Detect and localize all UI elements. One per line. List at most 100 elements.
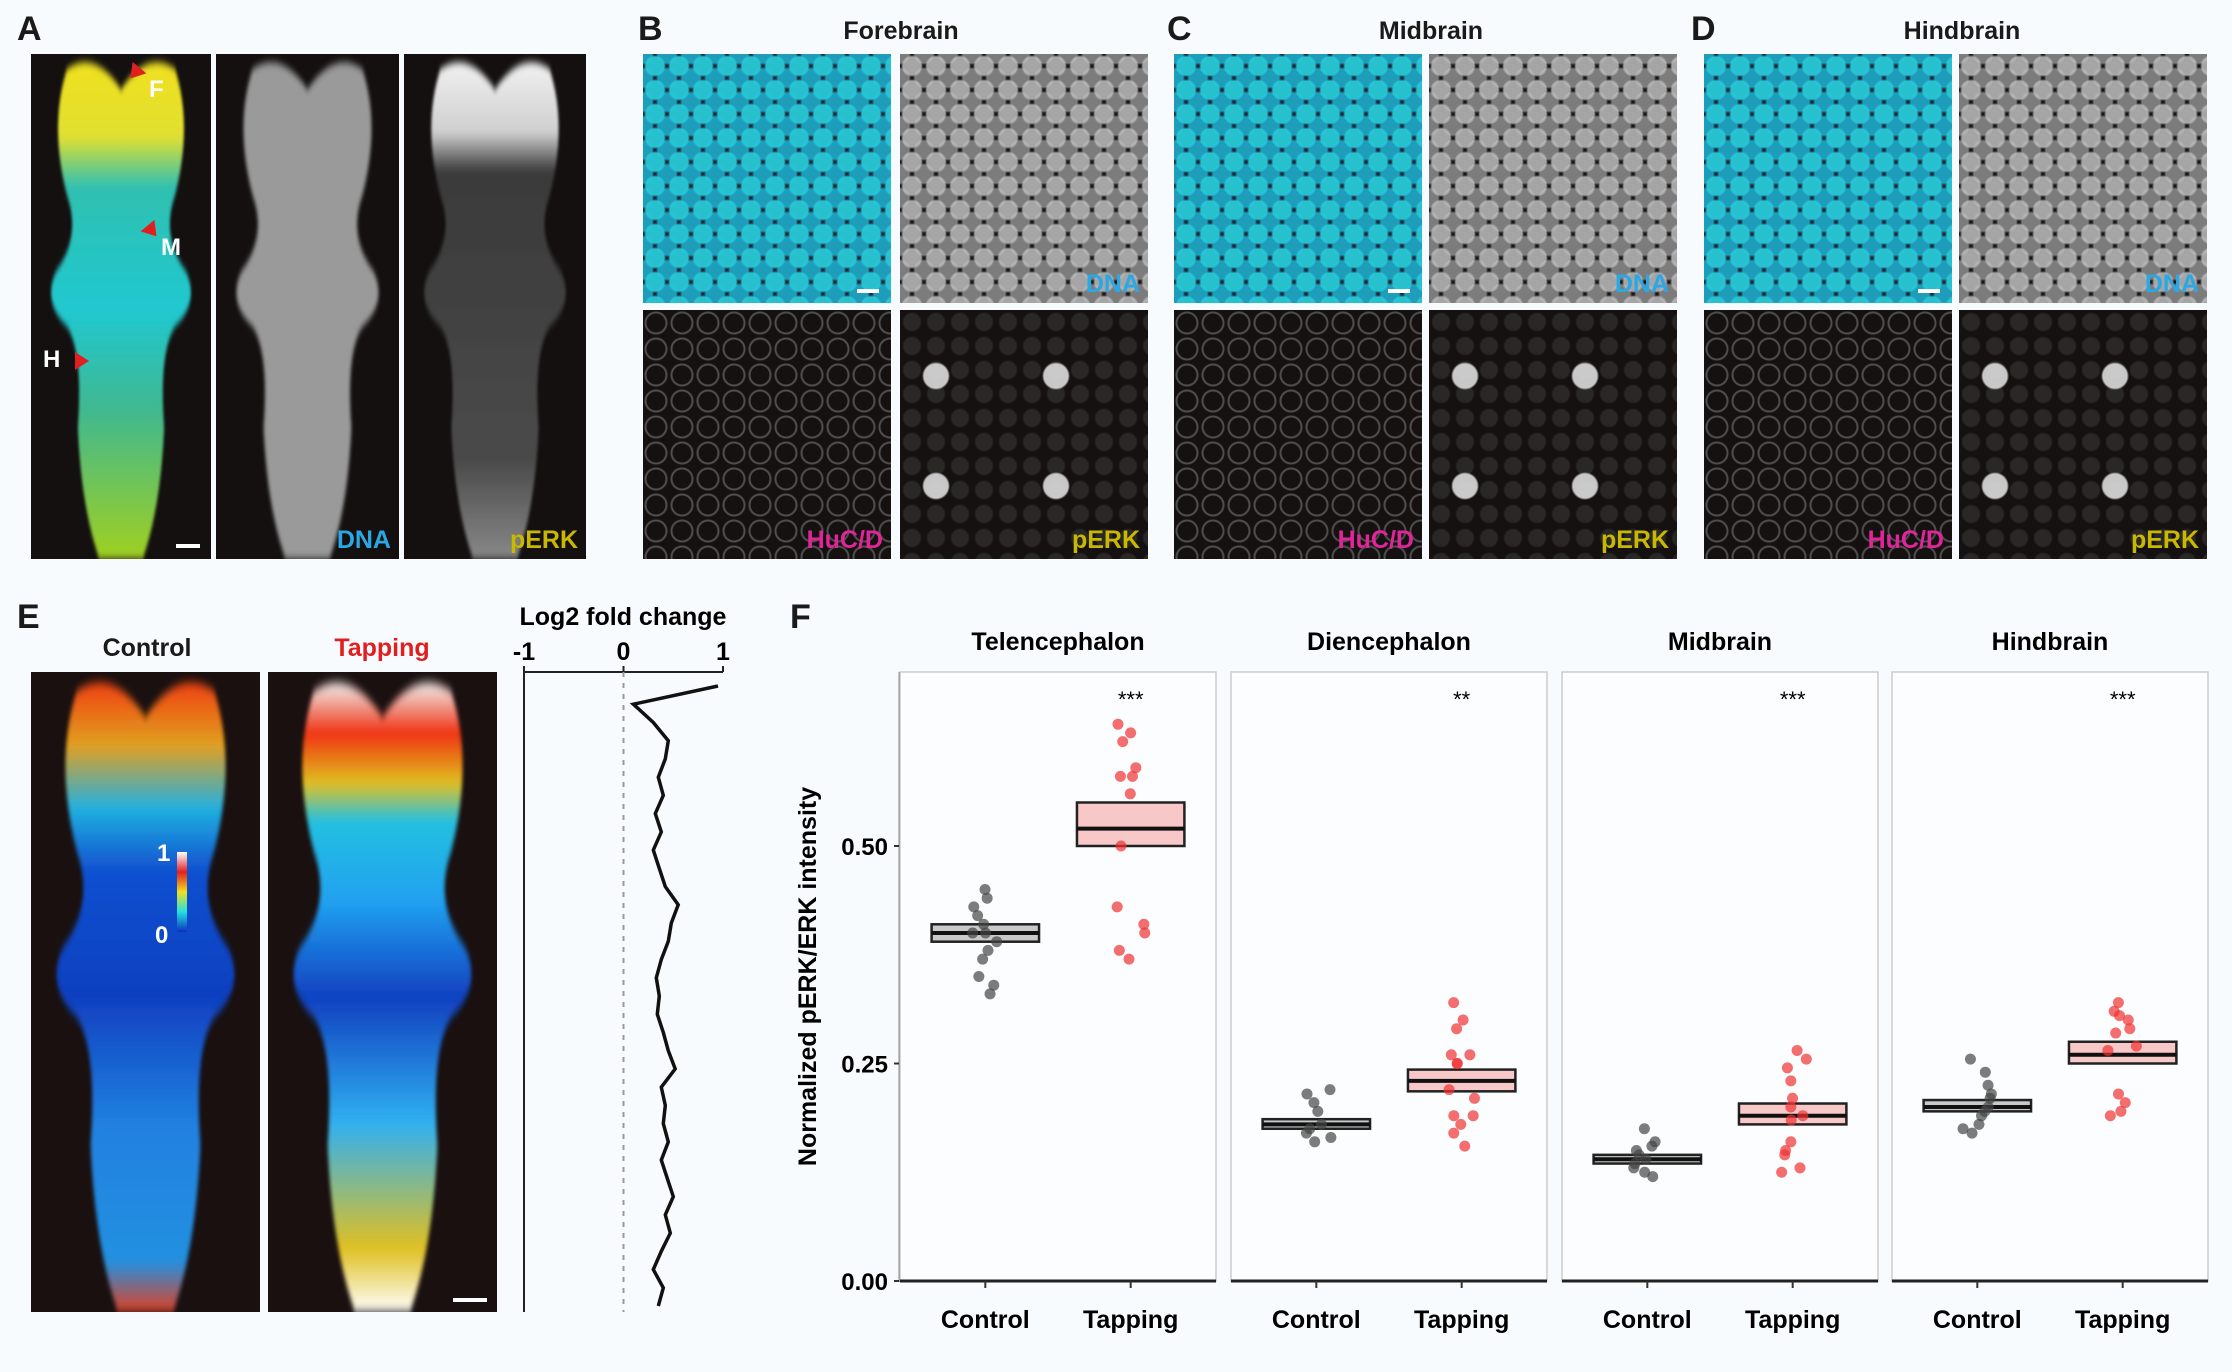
x-tick-label: Tapping [2075,1306,2170,1334]
scale-bar [453,1298,487,1302]
fish-brain-dna [236,62,379,559]
channel-label: HuC/D [1867,526,1944,554]
data-point [1979,1066,1991,1078]
facet-telencephalon: Telencephalon Control Tapping *** [899,628,1217,1334]
facet-panel [1230,671,1548,1282]
panel-label-c: C [1167,10,1192,48]
channel-label-dna: DNA [336,526,391,554]
scale-bar [176,544,200,548]
data-point [1468,1092,1480,1104]
x-tick-label: Control [1933,1306,2022,1334]
data-point [1785,1075,1797,1087]
fish-brain-perk [424,62,566,559]
data-point [980,927,992,939]
data-point [1451,1058,1463,1069]
data-point [1785,1114,1797,1126]
facet-title: Telencephalon [971,628,1144,656]
colorbar-max: 1 [157,840,171,867]
fold-change-line [629,684,719,1307]
facet-midbrain: Midbrain Control Tapping *** [1561,628,1879,1334]
data-point [1448,1127,1460,1139]
panel-label-b: B [638,10,663,48]
x-tick-label: Control [1272,1306,1361,1334]
data-point [1776,1166,1788,1178]
panel-label-d: D [1691,10,1716,48]
fish-brain-merged [50,62,192,559]
perk-image: pERK [1429,310,1677,559]
marker-midbrain: M [161,234,181,261]
data-point [2102,1044,2114,1056]
data-point [1787,1092,1799,1104]
data-point [1138,918,1150,930]
data-point [2115,1105,2127,1117]
x-tick-label: Control [1603,1306,1692,1334]
data-point [1114,770,1126,782]
data-point [1448,997,1460,1009]
data-point [968,901,980,913]
data-point [972,910,984,922]
channel-label: HuC/D [806,526,883,554]
data-point [967,927,979,939]
facet-panel [1561,671,1879,1282]
data-point [1112,718,1124,730]
facet-diencephalon: Diencephalon Control Tapping ** [1230,628,1548,1334]
data-point [988,979,1000,991]
data-point [1647,1171,1659,1183]
dna-image: DNA [900,54,1148,303]
significance-stars: *** [1780,687,1806,712]
data-point [1464,1049,1476,1061]
data-point [1309,1136,1321,1148]
y-axis-label: Normalized pERK/ERK intensity [794,787,822,1166]
marker-hindbrain: H [43,346,61,373]
data-point [1459,1140,1471,1152]
data-point [2112,997,2124,1009]
profile-tick-label: 1 [716,638,730,666]
data-point [1117,736,1129,748]
facet-panel [1891,671,2209,1282]
data-point [1315,1118,1327,1130]
data-point [1646,1140,1658,1152]
data-point [2119,1097,2131,1109]
summary-box [2067,1040,2178,1065]
facet-title: Diencephalon [1307,628,1471,656]
profile-title: Log2 fold change [520,603,727,631]
data-point [2122,1014,2134,1026]
facet-hindbrain: Hindbrain Control Tapping *** [1891,628,2209,1334]
data-point [1785,1136,1797,1148]
channel-label: pERK [1600,526,1669,554]
data-point [1781,1062,1793,1074]
panel-label-f: F [790,598,811,636]
significance-stars: *** [2110,687,2136,712]
data-point [1455,1118,1467,1130]
x-tick-label: Control [941,1306,1030,1334]
data-point [2130,1040,2142,1052]
data-point [981,892,993,904]
profile-tick-label: -1 [513,638,535,666]
x-tick-label: Tapping [1083,1306,1178,1334]
data-point [1640,1153,1652,1165]
colorbar [177,852,187,932]
data-point [2113,1010,2125,1022]
data-point [973,971,985,982]
facet-title: Hindbrain [1992,628,2109,656]
data-point [1797,1110,1809,1122]
data-point [1964,1053,1976,1065]
channel-label: pERK [1071,526,1140,554]
profile-tick-label: 0 [617,638,631,666]
whole-brain-merged-image: F M H [31,54,211,559]
data-point [1300,1127,1312,1139]
whole-brain-perk-image: pERK [404,54,586,559]
data-point [1794,1162,1806,1174]
data-point [982,944,994,956]
region-title: Midbrain [1378,17,1484,45]
panel-label-a: A [17,10,42,48]
data-point [2110,1027,2122,1039]
data-point [1445,1049,1457,1061]
channel-label: DNA [2144,270,2199,298]
data-point [1301,1088,1313,1100]
data-point [1791,1044,1803,1056]
data-point [1457,1014,1469,1026]
channel-label: DNA [1614,270,1669,298]
hucd-image: HuC/D [1704,310,1952,559]
scale-bar [857,289,879,293]
